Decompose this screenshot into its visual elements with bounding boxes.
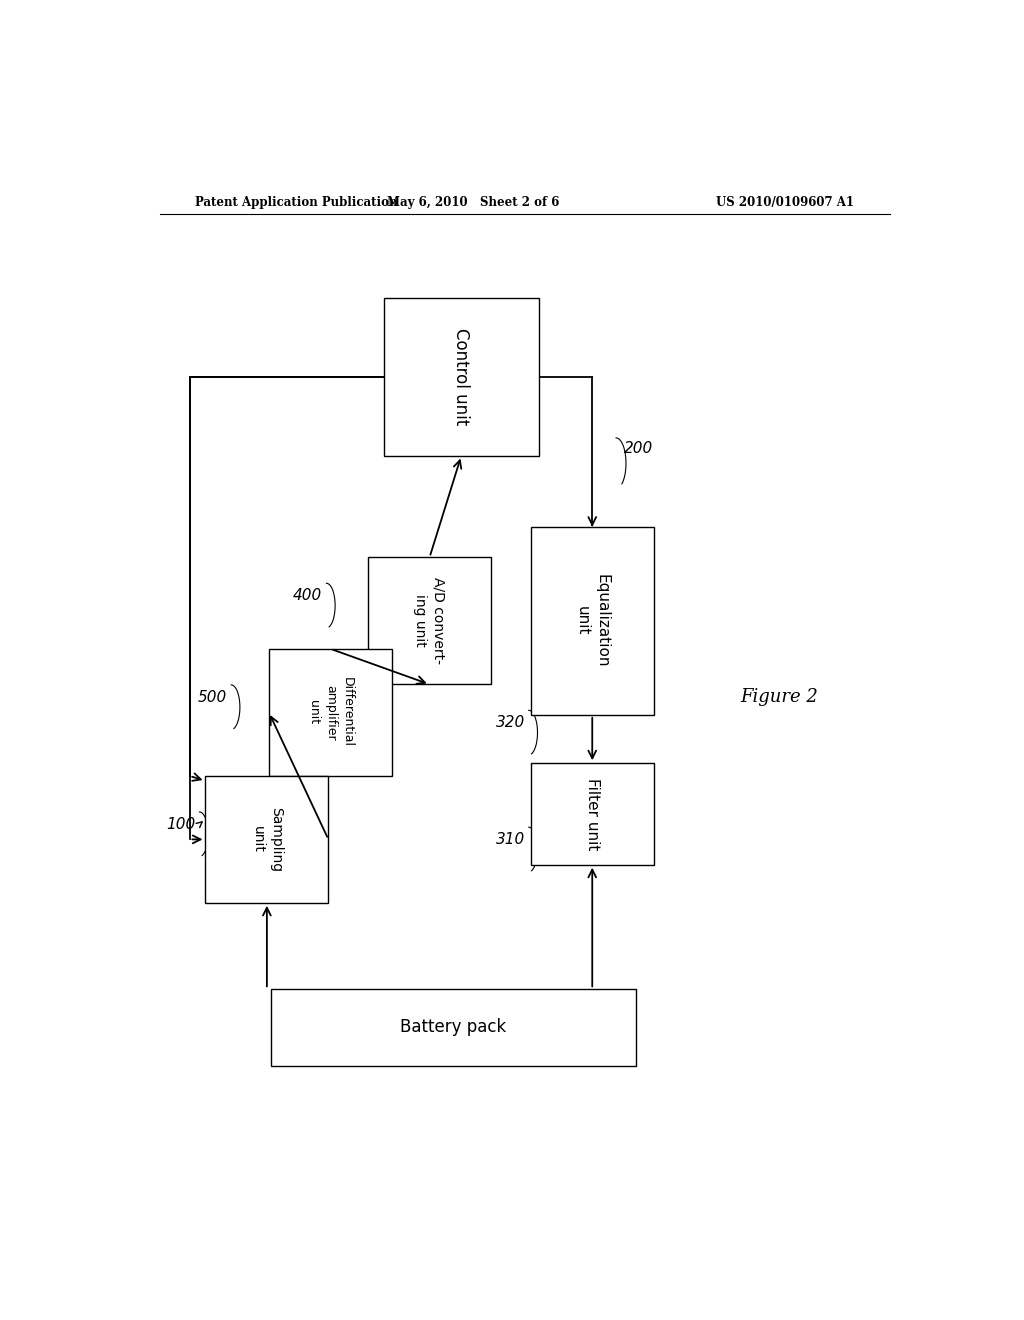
Text: 100: 100 xyxy=(166,817,196,832)
Bar xyxy=(530,763,653,865)
Text: Filter unit: Filter unit xyxy=(585,777,600,850)
Text: US 2010/0109607 A1: US 2010/0109607 A1 xyxy=(716,195,854,209)
Text: A/D convert-
ing unit: A/D convert- ing unit xyxy=(414,577,445,664)
Bar xyxy=(368,557,492,684)
Text: 310: 310 xyxy=(496,832,524,847)
Bar xyxy=(530,527,653,715)
Text: Differential
amplifier
unit: Differential amplifier unit xyxy=(307,677,354,747)
Text: Control unit: Control unit xyxy=(453,329,470,425)
Text: Patent Application Publication: Patent Application Publication xyxy=(196,195,398,209)
Text: 400: 400 xyxy=(293,587,323,603)
Text: May 6, 2010   Sheet 2 of 6: May 6, 2010 Sheet 2 of 6 xyxy=(387,195,559,209)
Text: 500: 500 xyxy=(198,689,227,705)
Text: 320: 320 xyxy=(496,715,524,730)
Text: Sampling
unit: Sampling unit xyxy=(251,807,283,873)
Bar xyxy=(206,776,329,903)
Bar xyxy=(270,989,636,1065)
Bar xyxy=(269,649,392,776)
Text: Battery pack: Battery pack xyxy=(400,1019,507,1036)
Text: Figure 2: Figure 2 xyxy=(739,688,818,706)
Text: Equalization
unit: Equalization unit xyxy=(574,574,609,668)
Bar xyxy=(384,298,539,455)
Text: 200: 200 xyxy=(624,441,653,455)
